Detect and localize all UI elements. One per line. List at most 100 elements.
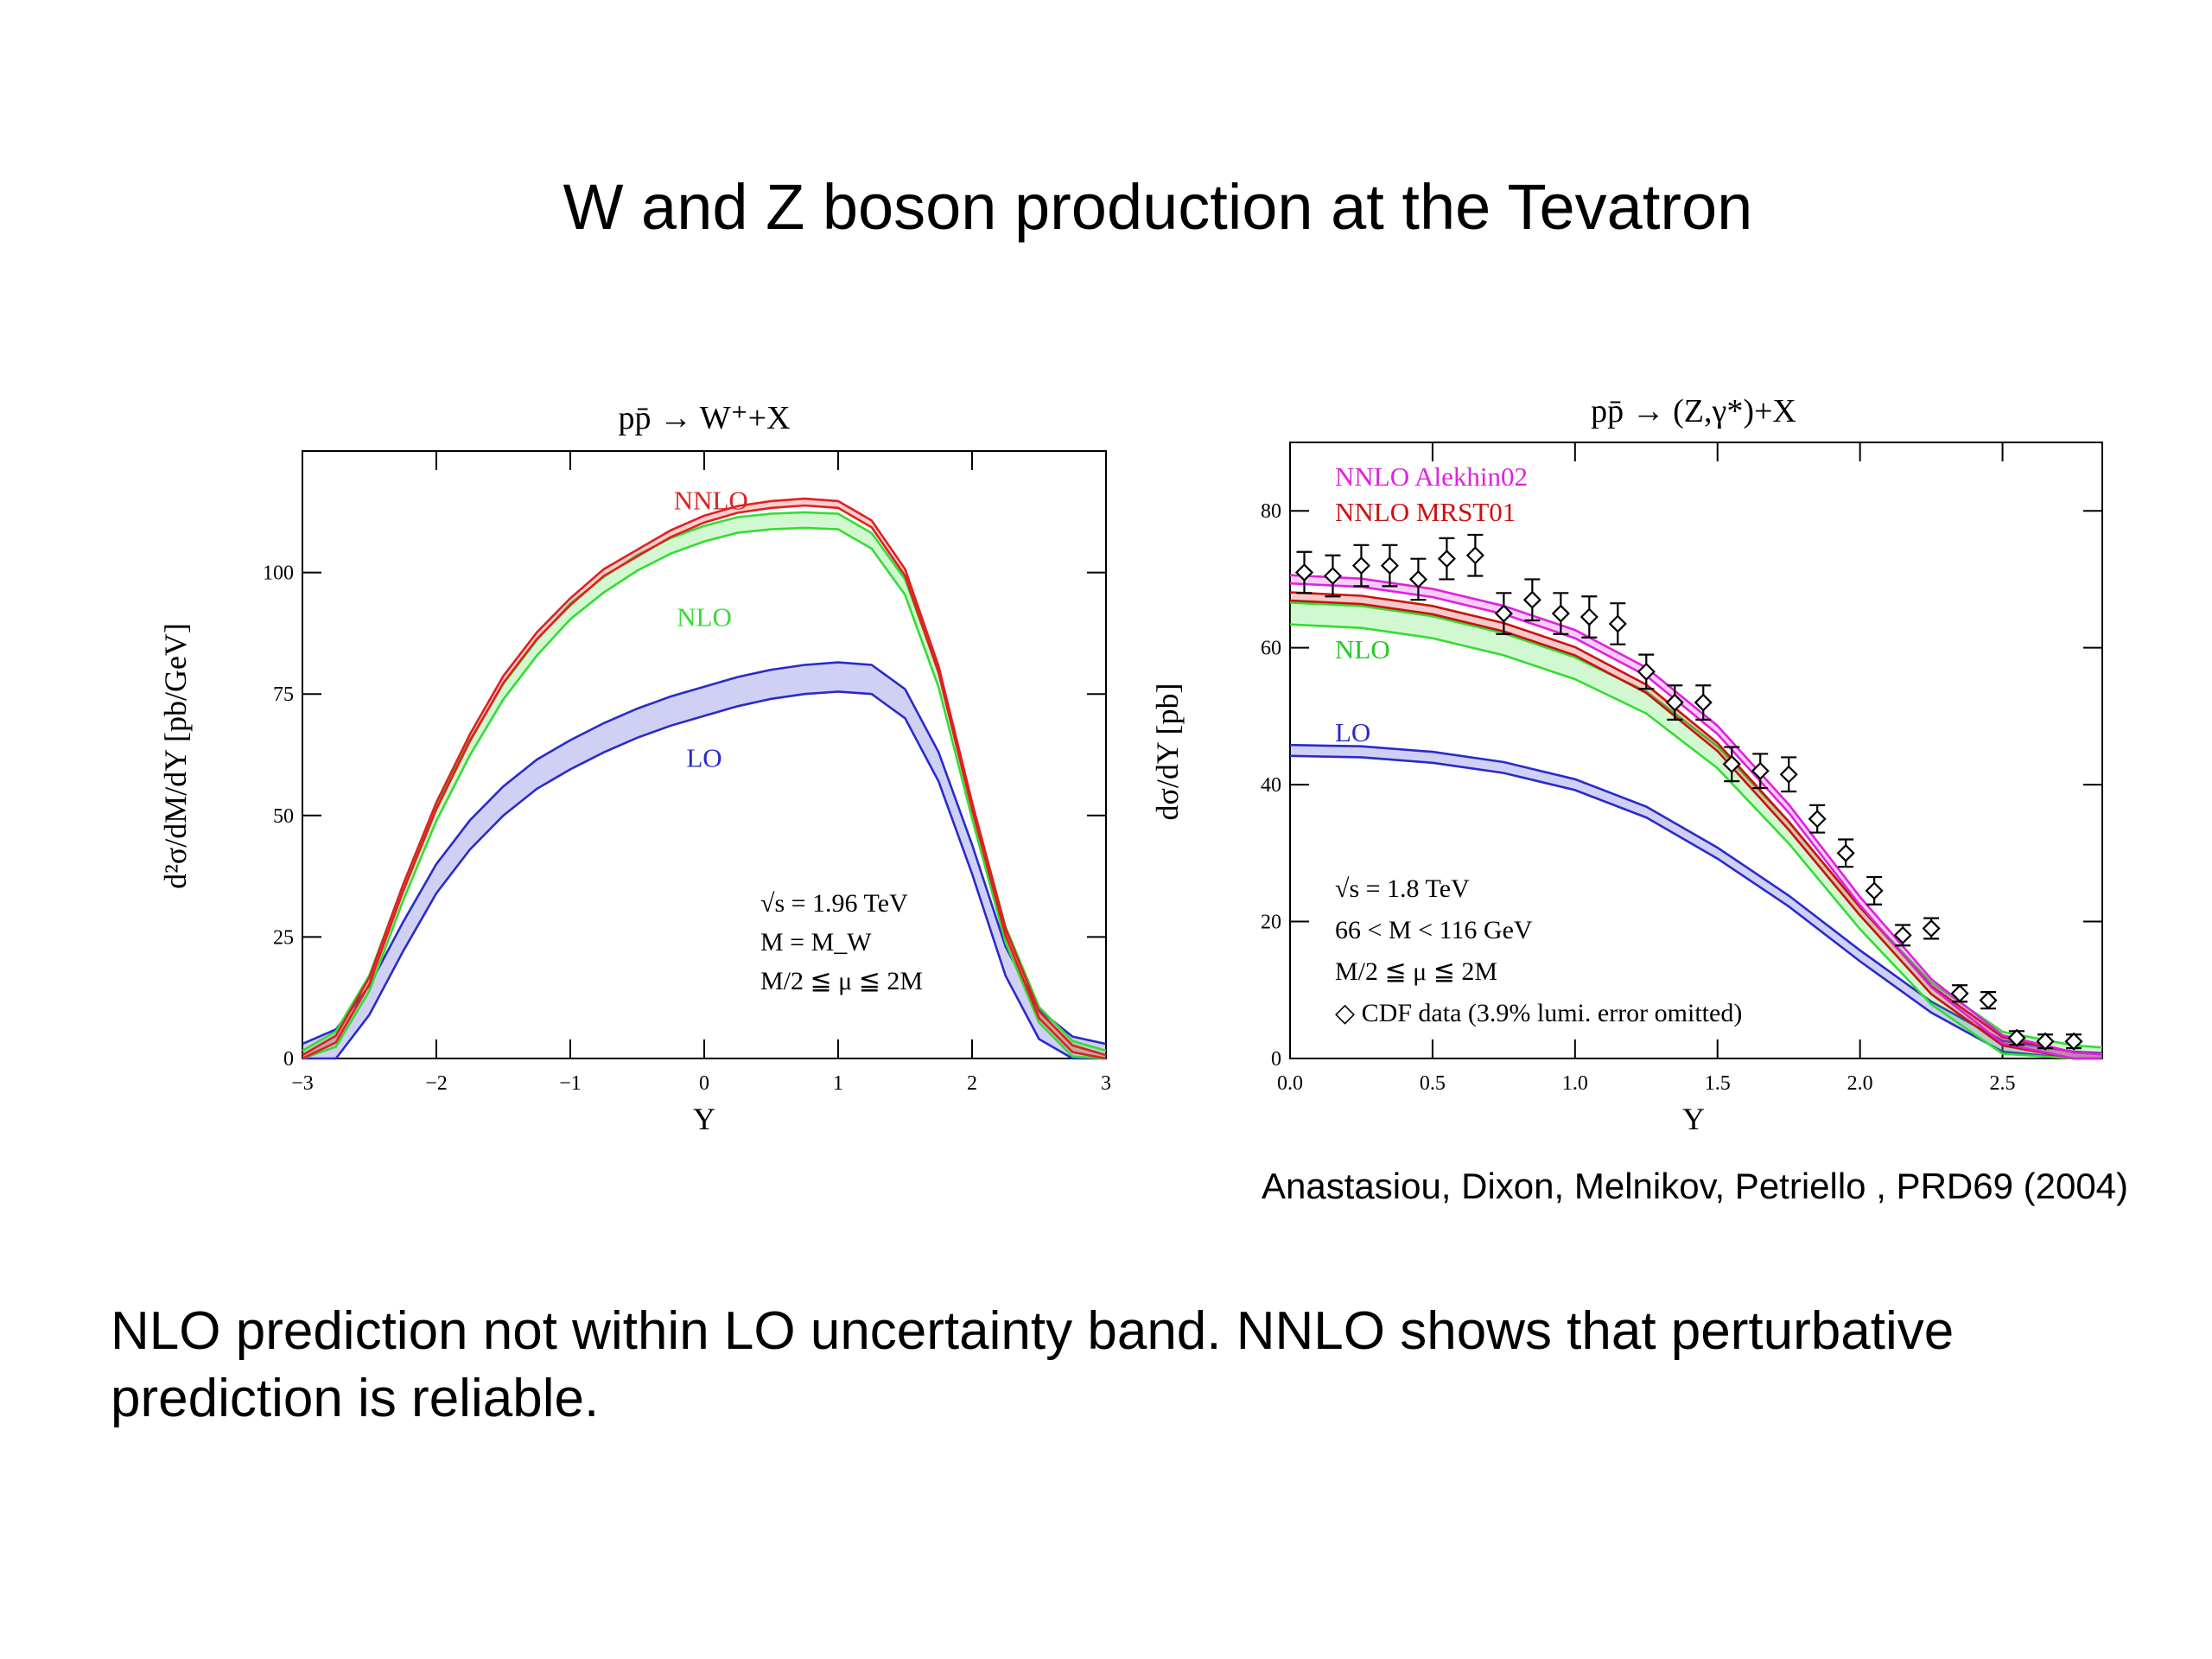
y-tick-label: 0	[1271, 1048, 1281, 1071]
x-tick-label: 1.0	[1562, 1072, 1588, 1095]
y-tick-label: 25	[273, 926, 294, 949]
legend: NNLO Alekhin02 NNLO MRST01 NLO LO	[1335, 461, 1528, 747]
series-line-upper-nlo	[1289, 601, 2103, 1049]
cdf-data-point	[1323, 554, 1343, 598]
annotation-mass: M = M_W	[760, 928, 872, 957]
series-line-lower-nnlo	[302, 504, 1107, 1060]
x-tick-label: −1	[559, 1072, 582, 1095]
cdf-data-point	[1694, 684, 1713, 721]
chart-title: pp̄ → (Z,γ*)+X	[1591, 393, 1796, 429]
label-nlo: NLO	[1335, 634, 1390, 664]
x-ticks: −3 −2 −1 0 1 2 3	[291, 451, 1111, 1095]
diamond-marker	[1351, 556, 1371, 575]
series-line-upper-nnlo-mrst01	[1289, 591, 2103, 1056]
diamond-marker	[1722, 754, 1741, 773]
y-tick-label: 40	[1261, 774, 1281, 797]
x-tick-label: 3	[1101, 1072, 1111, 1095]
series-layer	[302, 497, 1107, 1060]
diamond-marker	[1779, 765, 1798, 784]
annotation-mass-window: 66 < M < 116 GeV	[1335, 916, 1533, 944]
y-tick-label: 80	[1261, 500, 1281, 523]
cdf-data-point	[1950, 984, 1969, 1003]
diamond-marker	[1865, 881, 1884, 900]
cdf-data-point	[1494, 592, 1513, 635]
diamond-marker	[1922, 918, 1941, 938]
cdf-data-point	[1294, 550, 1314, 594]
caption-text: NLO prediction not within LO uncertainty…	[111, 1301, 1955, 1428]
cdf-data-point	[1865, 875, 1884, 906]
series-band-nnlo-mrst01	[1290, 592, 2102, 1058]
x-tick-label: 1.5	[1705, 1072, 1731, 1095]
series-band-nnlo-alekhin02	[1290, 575, 2102, 1058]
series-label-nnlo: NNLO	[674, 485, 748, 515]
diamond-marker	[2007, 1028, 2026, 1047]
cdf-data-point	[1665, 684, 1684, 721]
cdf-data-point	[1522, 578, 1541, 622]
series-line-lower-nlo	[302, 526, 1107, 1060]
annotation-energy: √s = 1.8 TeV	[1335, 874, 1470, 903]
cdf-data-point	[1608, 602, 1627, 645]
y-axis-label: d²σ/dM/dY [pb/GeV]	[158, 623, 193, 889]
diamond-marker	[2064, 1032, 2083, 1051]
cdf-data-point	[2007, 1028, 2026, 1047]
diamond-marker	[1979, 991, 1998, 1010]
cdf-data-point	[2064, 1032, 2083, 1051]
x-tick-label: 2.0	[1847, 1072, 1873, 1095]
x-tick-label: 0.0	[1277, 1072, 1303, 1095]
cdf-data-point	[1551, 592, 1570, 635]
diamond-marker	[1637, 662, 1656, 681]
cdf-data-point	[1979, 991, 1998, 1010]
y-tick-label: 75	[273, 683, 294, 706]
diamond-marker	[1522, 590, 1541, 609]
cdf-data-point	[1408, 557, 1427, 601]
diamond-marker	[1294, 563, 1314, 582]
series-band-nlo	[1290, 602, 2102, 1058]
series-line-lower-lo	[302, 690, 1106, 1060]
y-axis-label: dσ/dY [pb]	[1150, 683, 1185, 820]
diamond-marker	[1665, 693, 1684, 712]
x-tick-label: 0.5	[1420, 1072, 1446, 1095]
diamond-marker	[1580, 607, 1599, 626]
series-line-upper-lo	[1289, 743, 2103, 1054]
cdf-data-point	[1637, 653, 1656, 690]
series-line-upper-nnlo	[302, 497, 1107, 1057]
annotation-scale: M/2 ≦ μ ≦ 2M	[760, 967, 923, 995]
slide-title: W and Z boson production at the Tevatron	[563, 171, 1753, 243]
diamond-marker	[1551, 604, 1570, 623]
annotation-block: √s = 1.96 TeV M = M_W M/2 ≦ μ ≦ 2M	[760, 889, 923, 995]
data-points-layer	[1294, 533, 2083, 1051]
y-tick-label: 0	[283, 1048, 294, 1071]
cdf-data-point	[1779, 756, 1798, 793]
y-tick-label: 100	[263, 563, 294, 585]
cdf-data-point	[1380, 543, 1399, 588]
cdf-data-point	[1893, 924, 1912, 947]
y-tick-label: 60	[1261, 638, 1281, 660]
diamond-marker	[1437, 550, 1456, 569]
diamond-marker	[1751, 761, 1770, 780]
x-tick-label: −3	[291, 1072, 314, 1095]
cdf-data-point	[1722, 746, 1741, 783]
series-label-lo: LO	[686, 743, 721, 773]
x-tick-label: 0	[699, 1072, 709, 1095]
series-label-nlo: NLO	[677, 601, 732, 632]
cdf-data-point	[1808, 804, 1827, 834]
series-line-upper-nnlo-alekhin02	[1289, 574, 2103, 1056]
annotation-block: √s = 1.8 TeV 66 < M < 116 GeV M/2 ≦ μ ≦ …	[1335, 874, 1742, 1027]
diamond-marker	[1494, 604, 1513, 623]
cdf-data-point	[1836, 838, 1855, 868]
diamond-marker	[1950, 984, 1969, 1003]
x-tick-label: 2.5	[1990, 1072, 2016, 1095]
x-tick-label: 2	[967, 1072, 977, 1095]
x-axis-label: Y	[693, 1102, 715, 1136]
annotation-scale: M/2 ≦ μ ≦ 2M	[1335, 957, 1497, 986]
series-line-lower-lo	[1289, 754, 2102, 1060]
y-tick-label: 20	[1261, 912, 1281, 934]
cdf-data-point	[1351, 543, 1371, 588]
series-line-upper-lo	[302, 661, 1107, 1046]
legend-nnlo-alekhin: NNLO Alekhin02	[1335, 461, 1528, 492]
annotation-energy: √s = 1.96 TeV	[760, 889, 908, 918]
label-lo: LO	[1335, 717, 1370, 747]
x-ticks: 0.0 0.5 1.0 1.5 2.0 2.5	[1277, 442, 2016, 1095]
